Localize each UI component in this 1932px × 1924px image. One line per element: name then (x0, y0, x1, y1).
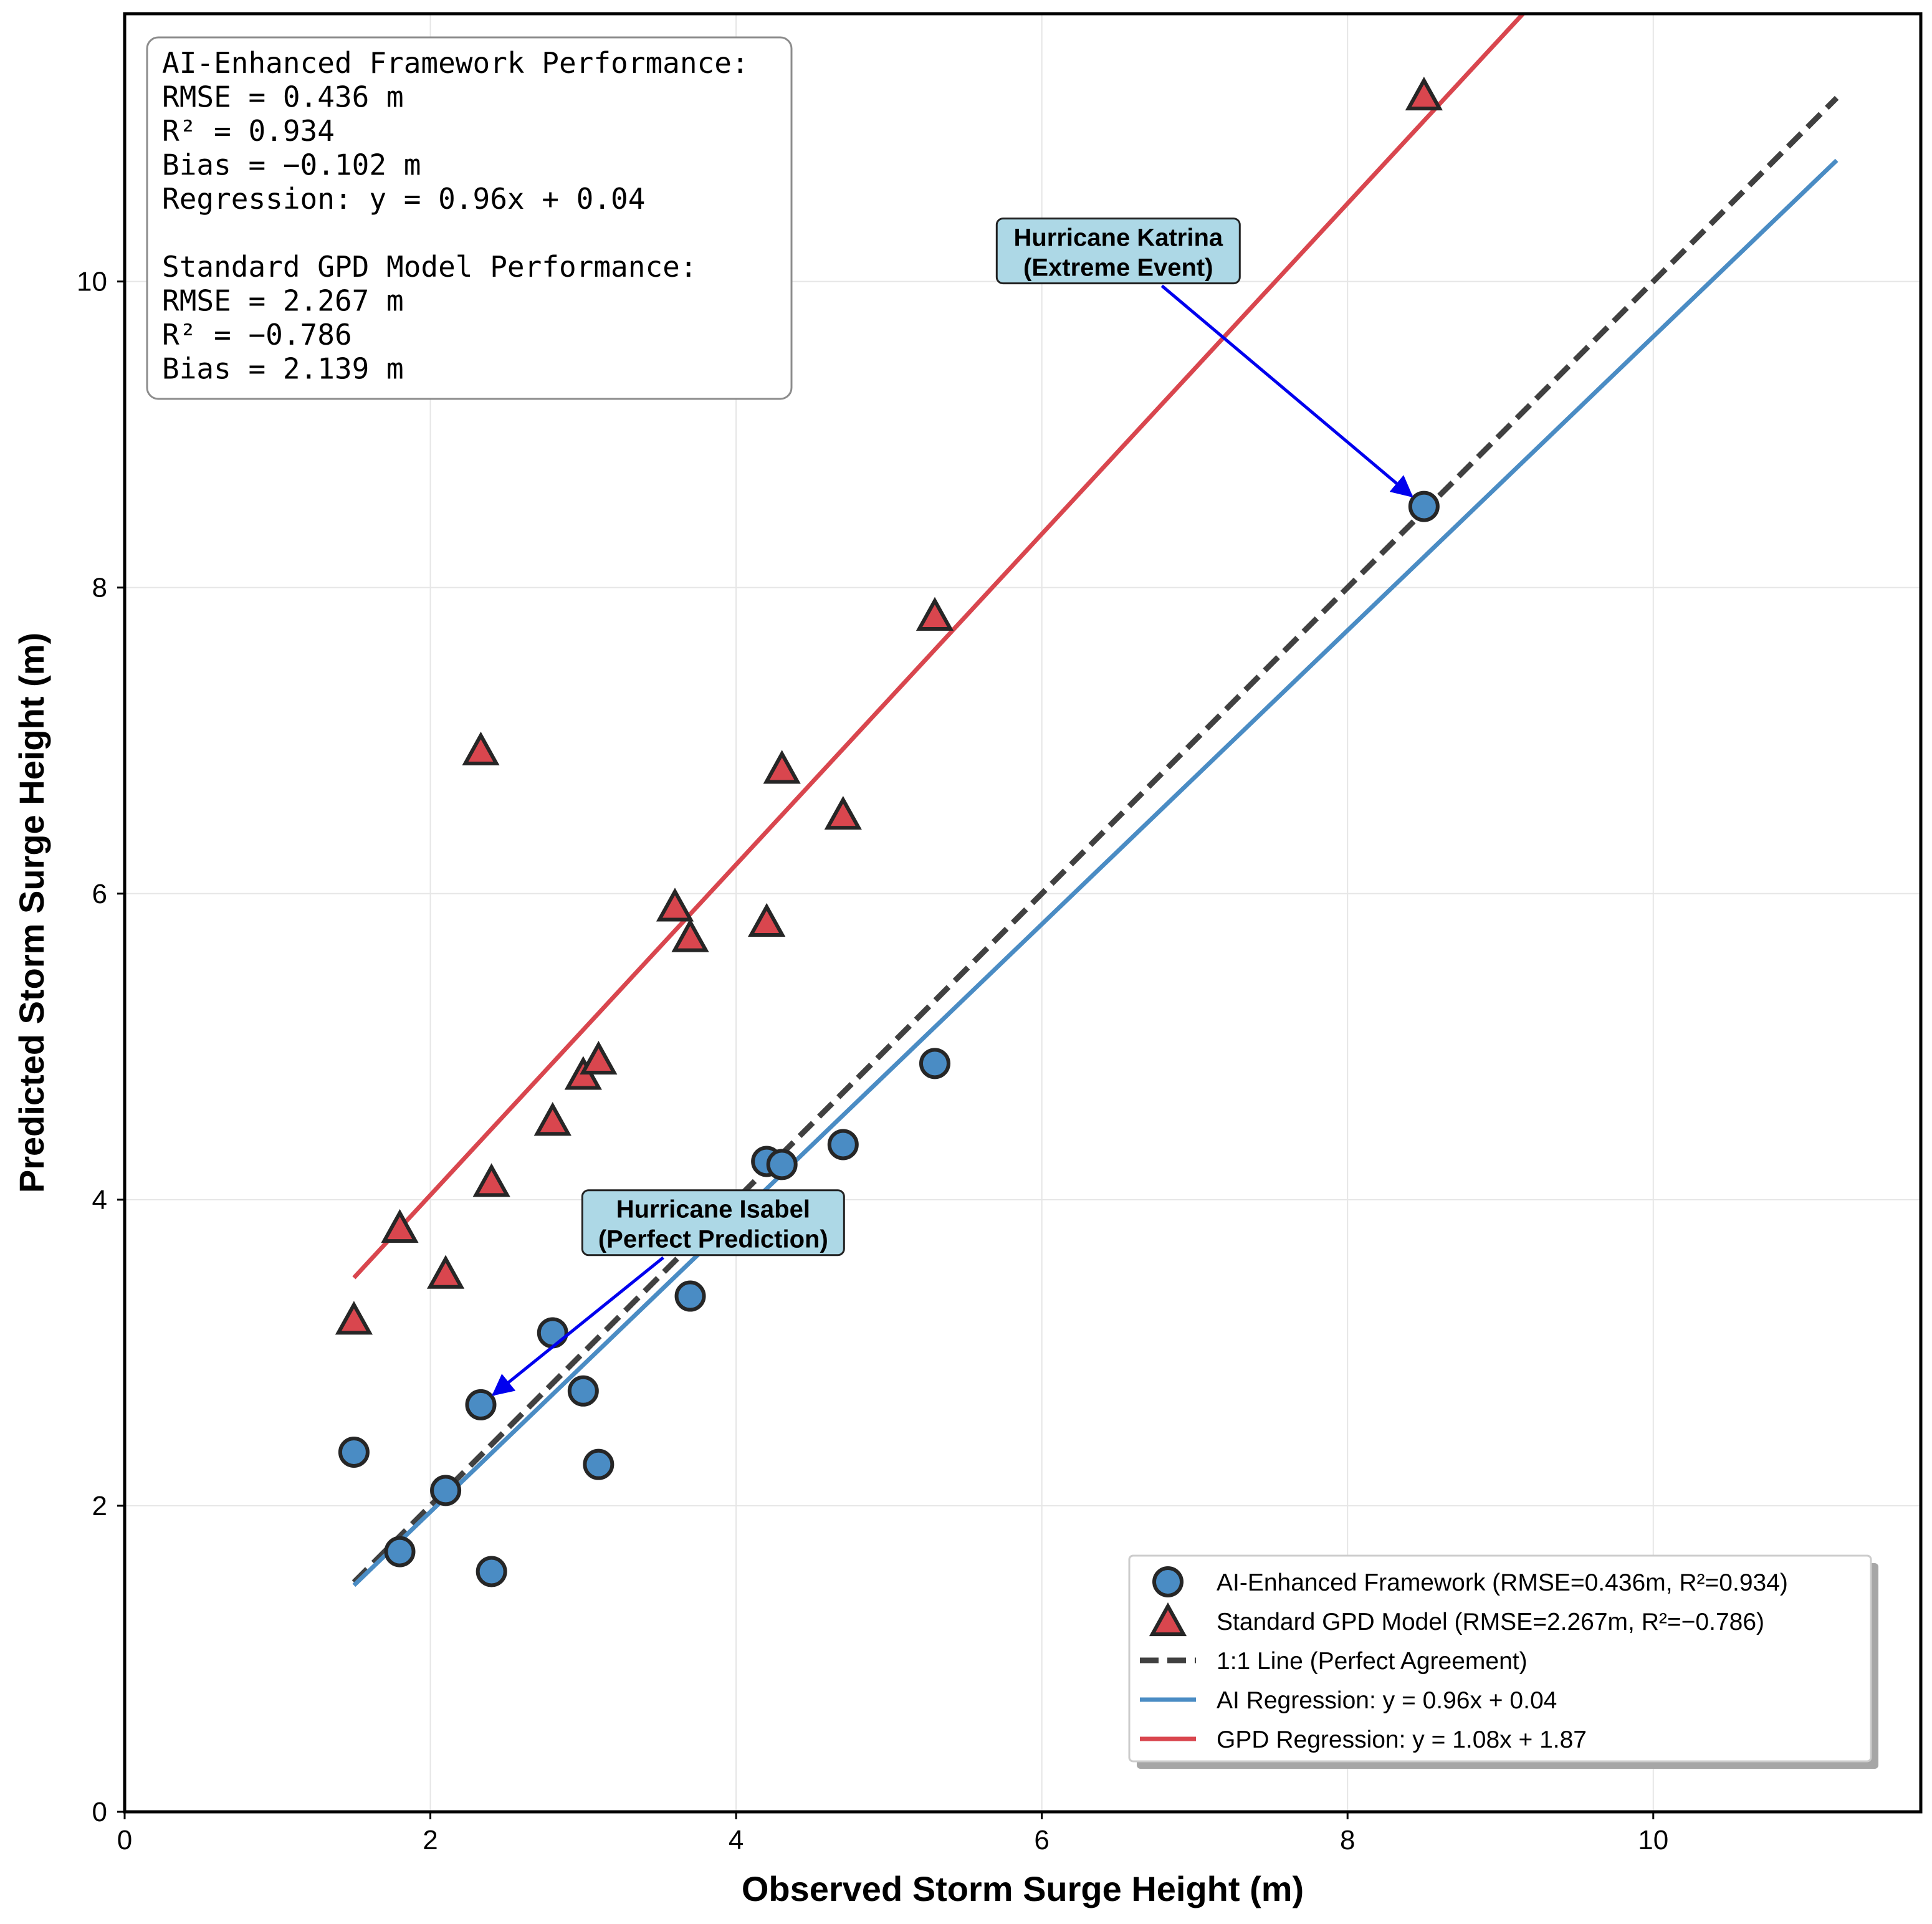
annotation-box (581, 1189, 845, 1256)
legend-label: 1:1 Line (Perfect Agreement) (1217, 1648, 1528, 1675)
x-tick-label: 0 (117, 1825, 132, 1855)
legend-ai-marker (1152, 1566, 1184, 1597)
gpd-data-point (533, 1102, 571, 1136)
annotation-arrow (1160, 284, 1413, 498)
annotation-label: Hurricane Katrina (1013, 224, 1223, 252)
line-layer (351, 12, 1839, 1587)
plot-frame (123, 12, 1923, 1814)
ai-data-point (674, 1280, 706, 1312)
ai-data-point (827, 1129, 859, 1161)
stats-line: R² = 0.934 (162, 114, 335, 148)
stats-box: AI-Enhanced Framework Performance:RMSE =… (146, 36, 793, 400)
ai-data-point (465, 1389, 497, 1420)
x-tick-label: 4 (729, 1825, 744, 1855)
isabel-annotation: Hurricane Isabel (Perfect Prediction) (492, 1189, 845, 1396)
annotation-label: (Extreme Event) (1023, 254, 1213, 282)
stats-line: Bias = −0.102 m (162, 148, 421, 182)
gpd-data-point (916, 596, 954, 631)
y-tick-label: 8 (92, 573, 107, 603)
gpd-data-point (824, 795, 862, 830)
ai-data-point (537, 1317, 568, 1349)
x-tick-label: 2 (423, 1825, 438, 1855)
legend-frame (1128, 1554, 1872, 1763)
gpd-data-point (1405, 76, 1443, 111)
ai-data-point (430, 1475, 462, 1506)
stats-box-frame (146, 36, 793, 400)
stats-line: R² = −0.786 (162, 318, 352, 352)
gpd-data-point (335, 1301, 373, 1335)
x-tick-label: 6 (1034, 1825, 1049, 1855)
annotation-layer: Hurricane Katrina(Extreme Event)Hurrican… (492, 218, 1413, 1396)
gpd-data-point (381, 1208, 419, 1243)
gpd-data-point (671, 918, 709, 952)
gpd-data-point (763, 750, 801, 784)
annotation-label: (Perfect Prediction) (598, 1226, 828, 1253)
legend-label: GPD Regression: y = 1.08x + 1.87 (1217, 1726, 1587, 1753)
x-axis-label: Observed Storm Surge Height (m) (742, 1869, 1304, 1908)
ai-data-point (567, 1375, 599, 1407)
legend-gpd-marker (1149, 1602, 1187, 1637)
legend-label: AI-Enhanced Framework (RMSE=0.436m, R²=0… (1217, 1569, 1788, 1596)
stats-line: Regression: y = 0.96x + 0.04 (162, 182, 645, 216)
stats-line: AI-Enhanced Framework Performance: (162, 46, 749, 80)
x-tick-label: 8 (1340, 1825, 1355, 1855)
ai-data-point (384, 1536, 416, 1567)
legend-label: Standard GPD Model (RMSE=2.267m, R²=−0.7… (1217, 1609, 1764, 1635)
gpd-data-point (462, 731, 500, 766)
gpd-data-point (426, 1255, 465, 1289)
stats-line: RMSE = 2.267 m (162, 284, 404, 318)
ai-data-point (1408, 491, 1440, 522)
y-tick-label: 4 (92, 1185, 107, 1215)
tick-layer: 0 2 4 6 8 10 0 2 4 6 8 10 (77, 267, 1668, 1855)
y-tick-label: 10 (77, 267, 107, 297)
gpd-data-point (748, 902, 786, 937)
y-axis-label: Predicted Storm Surge Height (m) (12, 633, 51, 1193)
ai-data-point (583, 1448, 615, 1480)
points-layer (335, 76, 1443, 1587)
identity-line (351, 95, 1839, 1584)
y-tick-label: 6 (92, 879, 107, 909)
legend-label: AI Regression: y = 0.96x + 0.04 (1217, 1687, 1557, 1714)
ai-data-point (766, 1149, 798, 1180)
y-tick-label: 2 (92, 1491, 107, 1521)
legend: AI-Enhanced Framework (RMSE=0.436m, R²=0… (1128, 1554, 1878, 1769)
stats-line: RMSE = 0.436 m (162, 80, 404, 114)
x-tick-label: 10 (1638, 1825, 1668, 1855)
gpd-regression-line (352, 12, 1525, 1280)
annotation-box (995, 218, 1241, 285)
gpd-data-point (580, 1040, 618, 1074)
katrina-annotation: Hurricane Katrina(Extreme Event) (995, 218, 1413, 498)
annotation-label: Hurricane Isabel (616, 1196, 810, 1223)
stats-line: Bias = 2.139 m (162, 352, 404, 386)
ai-regression-line (352, 158, 1839, 1587)
gpd-data-point (472, 1163, 510, 1197)
ai-data-point (338, 1437, 370, 1468)
stats-line: Standard GPD Model Performance: (162, 250, 697, 284)
gpd-data-point (656, 888, 694, 922)
annotation-arrow (492, 1256, 664, 1396)
ai-data-point (476, 1556, 507, 1587)
y-tick-label: 0 (92, 1797, 107, 1827)
ai-data-point (919, 1048, 950, 1079)
